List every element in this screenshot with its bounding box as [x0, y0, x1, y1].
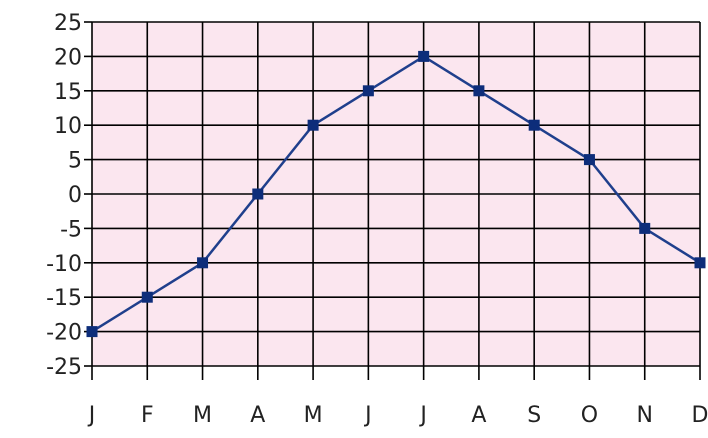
- x-tick-label: M: [304, 403, 323, 428]
- x-tick-label: D: [692, 403, 708, 428]
- y-tick-label: 0: [68, 183, 82, 208]
- data-point: [528, 119, 540, 131]
- y-tick-label: 20: [54, 45, 82, 70]
- x-tick-label: N: [636, 403, 652, 428]
- data-point: [252, 188, 264, 200]
- y-tick-label: -25: [46, 355, 82, 380]
- x-tick-label: S: [527, 403, 541, 428]
- y-tick-label: -5: [60, 217, 82, 242]
- data-point: [418, 50, 430, 62]
- data-point: [307, 119, 319, 131]
- data-point: [362, 85, 374, 97]
- series-line: [91, 55, 701, 333]
- x-tick-label: A: [471, 403, 486, 428]
- data-point: [639, 222, 651, 234]
- x-tick-label: J: [87, 403, 96, 428]
- data-point: [141, 291, 153, 303]
- y-tick-label: 5: [68, 149, 82, 174]
- y-tick-label: -15: [46, 286, 82, 311]
- x-tick-label: O: [581, 403, 598, 428]
- y-tick-label: 25: [54, 11, 82, 36]
- y-tick-label: -10: [46, 252, 82, 277]
- x-tick-label: J: [418, 403, 427, 428]
- data-point: [473, 85, 485, 97]
- x-tick-label: M: [193, 403, 212, 428]
- data-point: [86, 326, 98, 338]
- y-tick-label: 10: [54, 114, 82, 139]
- x-tick-label: A: [250, 403, 265, 428]
- data-point: [694, 257, 706, 269]
- x-tick-label: F: [141, 403, 154, 428]
- data-point: [583, 154, 595, 166]
- x-tick-label: J: [363, 403, 372, 428]
- y-tick-label: -20: [46, 321, 82, 346]
- y-axis: 25 20 15 10 5 0 -5 -10 -15 -20 -25: [46, 11, 92, 380]
- y-tick-label: 15: [54, 80, 82, 105]
- data-point: [197, 257, 209, 269]
- series-layer: [86, 50, 706, 338]
